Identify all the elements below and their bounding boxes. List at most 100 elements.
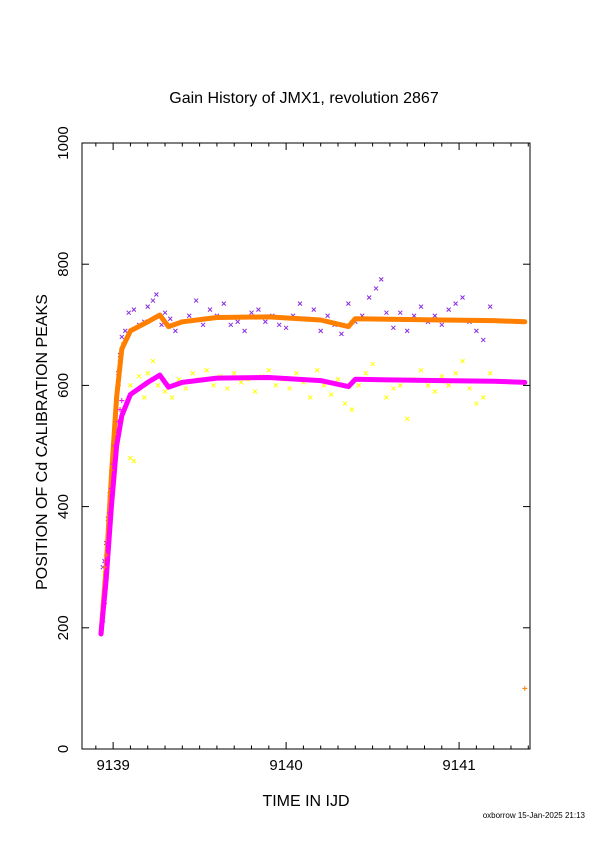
data-point xyxy=(200,322,206,328)
y-tick-label: 0 xyxy=(55,745,72,753)
data-point xyxy=(131,458,137,464)
data-point xyxy=(418,367,424,373)
data-point xyxy=(108,467,114,473)
series-1 xyxy=(102,358,493,576)
data-point xyxy=(404,416,410,422)
data-point xyxy=(418,304,424,309)
data-point xyxy=(117,407,123,413)
data-point xyxy=(346,301,351,306)
series-5 xyxy=(101,340,528,691)
data-point xyxy=(207,307,213,313)
data-point xyxy=(297,301,303,306)
data-point xyxy=(453,301,458,306)
data-point xyxy=(101,601,107,607)
y-tick-label: 1000 xyxy=(55,126,72,159)
data-point xyxy=(105,540,111,546)
data-point xyxy=(204,367,209,373)
data-point xyxy=(136,373,142,379)
data-point xyxy=(131,307,137,313)
data-point xyxy=(122,328,128,334)
data-point xyxy=(314,367,320,373)
data-point xyxy=(432,389,438,394)
data-point xyxy=(318,328,324,334)
data-point xyxy=(342,401,348,406)
y-tick-label: 600 xyxy=(55,373,72,398)
data-point xyxy=(238,380,244,385)
data-point xyxy=(480,395,486,400)
data-point xyxy=(397,383,403,388)
plot-frame xyxy=(81,142,531,750)
data-point xyxy=(370,361,375,367)
data-point xyxy=(446,307,452,313)
data-point xyxy=(283,325,289,331)
data-point xyxy=(384,395,389,400)
series-line xyxy=(98,312,528,637)
data-point xyxy=(193,298,199,303)
data-point xyxy=(162,310,168,316)
data-point xyxy=(276,322,282,328)
data-point xyxy=(328,392,334,397)
data-point xyxy=(242,328,247,334)
data-point xyxy=(356,383,362,388)
chart-title: Gain History of JMX1, revolution 2867 xyxy=(169,90,439,107)
data-point xyxy=(150,298,156,303)
data-point xyxy=(404,328,410,334)
data-point xyxy=(211,383,216,388)
data-point xyxy=(249,310,254,316)
series-2 xyxy=(98,312,528,637)
data-point xyxy=(467,386,472,391)
axis-ticks: 0 200 400 600 800 1000 9139 9140 9141 xyxy=(55,126,530,774)
data-point xyxy=(439,322,445,328)
chart-marks xyxy=(98,276,528,691)
data-point xyxy=(145,304,151,309)
data-point xyxy=(221,301,227,306)
data-point xyxy=(397,310,403,316)
data-point xyxy=(287,386,292,391)
data-point xyxy=(252,389,258,394)
data-point xyxy=(266,367,272,373)
data-point xyxy=(363,370,369,376)
data-point xyxy=(384,310,389,316)
data-point xyxy=(432,313,438,319)
series-line xyxy=(98,372,528,637)
data-point xyxy=(378,276,384,282)
data-point xyxy=(373,286,379,291)
data-point xyxy=(115,419,121,425)
x-axis-label: TIME IN IJD xyxy=(262,793,349,810)
x-tick-label: 9141 xyxy=(442,757,475,774)
data-point xyxy=(411,313,417,319)
data-point xyxy=(390,325,396,331)
data-point xyxy=(262,319,268,325)
data-point xyxy=(522,685,528,691)
data-point xyxy=(169,395,175,400)
data-point xyxy=(100,619,106,625)
data-point xyxy=(159,322,164,328)
data-point xyxy=(110,461,116,467)
x-tick-label: 9139 xyxy=(96,757,129,774)
series-4 xyxy=(98,398,125,637)
data-point xyxy=(128,383,133,388)
data-point xyxy=(294,370,299,376)
data-point xyxy=(115,382,121,388)
y-axis-label: POSITION OF Cd CALIBRATION PEAKS xyxy=(34,294,51,590)
data-point xyxy=(349,407,355,412)
data-point xyxy=(325,313,330,319)
data-point xyxy=(117,358,123,364)
data-point xyxy=(474,328,479,334)
data-point xyxy=(162,389,168,394)
data-point xyxy=(474,401,479,406)
data-point xyxy=(167,316,173,322)
data-point xyxy=(101,564,107,570)
data-point xyxy=(480,337,486,343)
data-point xyxy=(460,295,465,300)
data-point xyxy=(439,373,445,379)
data-point xyxy=(108,485,114,491)
data-point xyxy=(141,395,147,400)
x-tick-label: 9140 xyxy=(269,757,302,774)
y-tick-label: 200 xyxy=(55,615,72,640)
data-point xyxy=(126,310,132,316)
data-point xyxy=(228,322,234,328)
data-point xyxy=(103,570,109,576)
data-point xyxy=(224,386,230,391)
